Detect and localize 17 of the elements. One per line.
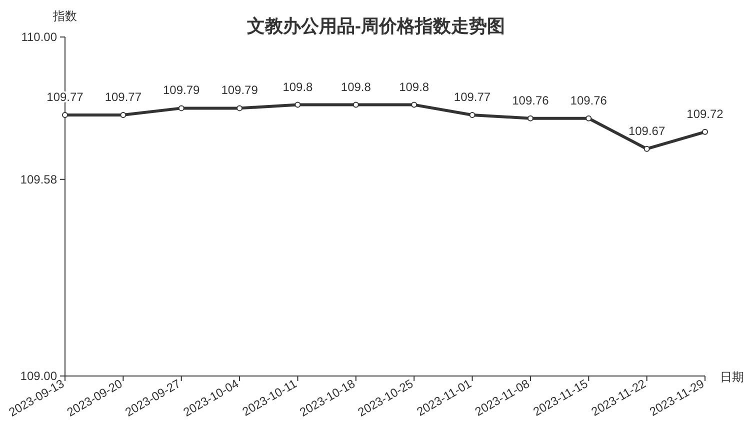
data-label: 109.67 (628, 124, 666, 138)
data-label: 109.8 (399, 80, 430, 94)
y-tick: 110.00 (21, 30, 57, 44)
ylabel: 指数 (53, 9, 77, 23)
data-label: 109.76 (570, 93, 607, 108)
data-label: 109.79 (163, 83, 200, 98)
y-tick: 109.58 (20, 172, 57, 186)
title: 文教办公用品-周价格指数走势图 (247, 16, 505, 36)
data-label: 109.8 (340, 80, 371, 94)
data-label: 109.72 (686, 106, 724, 121)
data-label: 109.77 (104, 90, 142, 104)
data-label: 109.8 (282, 80, 313, 94)
y-tick: 109.00 (20, 369, 57, 383)
xlabel: 日期 (720, 370, 744, 384)
data-label: 109.76 (512, 93, 549, 108)
data-label: 109.79 (221, 83, 258, 98)
data-label: 109.77 (454, 90, 491, 104)
